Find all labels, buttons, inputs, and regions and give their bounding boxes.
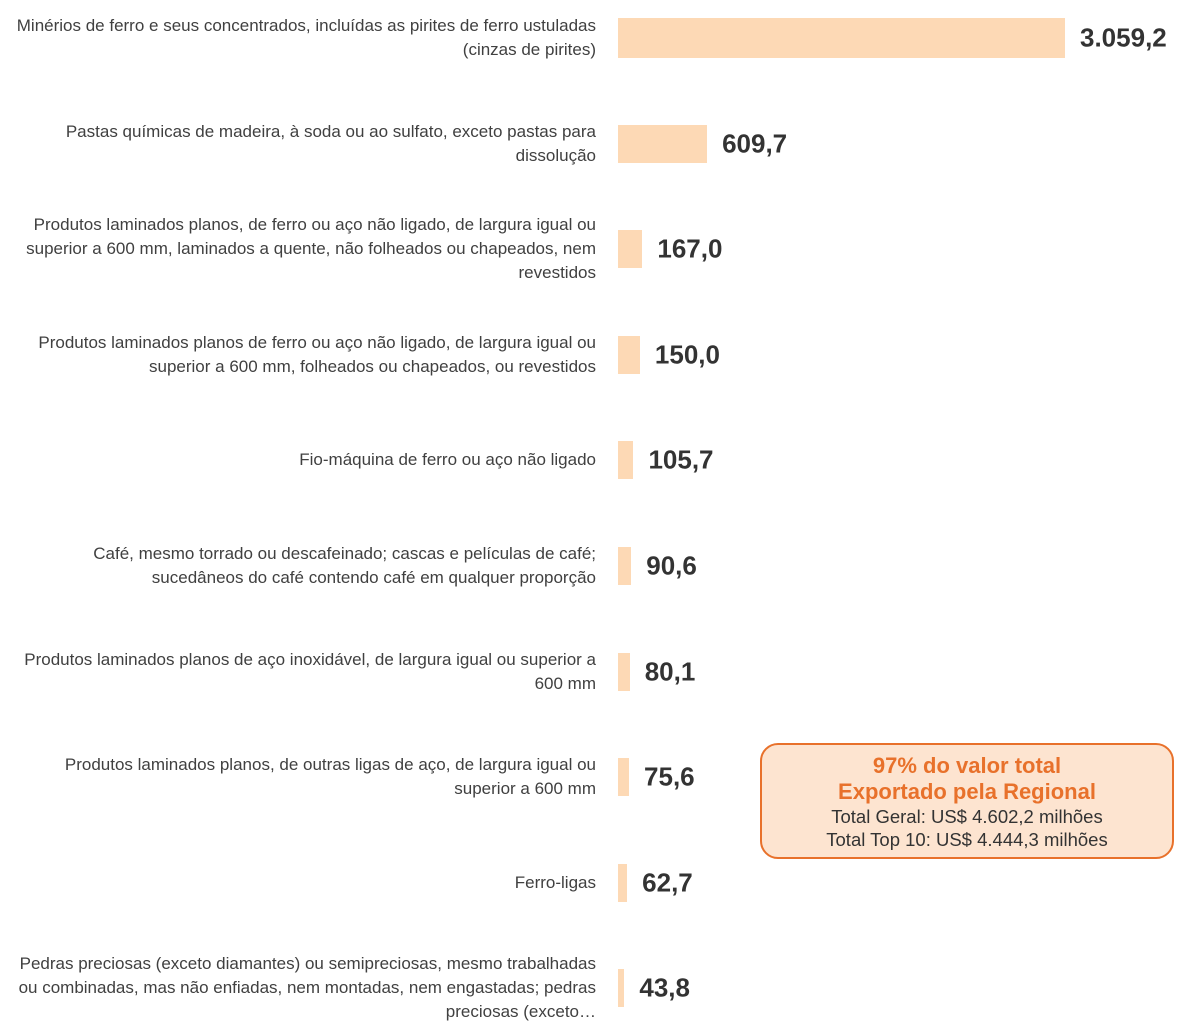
category-label: Produtos laminados planos de aço inoxidá… xyxy=(24,649,596,693)
value-label: 43,8 xyxy=(639,972,690,1003)
bar xyxy=(618,547,632,585)
bar xyxy=(618,652,630,691)
bar xyxy=(618,335,640,374)
value-label: 167,0 xyxy=(657,233,723,264)
value-label: 90,6 xyxy=(646,550,697,581)
bar xyxy=(618,969,625,1008)
value-label: 105,7 xyxy=(648,444,714,475)
category-label: Café, mesmo torrado ou descafeinado; cas… xyxy=(93,544,596,587)
bar xyxy=(618,758,630,797)
category-label: Minérios de ferro e seus concentrados, i… xyxy=(16,16,596,59)
category-label: Fio-máquina de ferro ou aço não ligado xyxy=(299,450,596,470)
annotation-detail: Total Top 10: US$ 4.444,3 milhões xyxy=(826,829,1108,850)
category-label: Pastas químicas de madeira, à soda ou ao… xyxy=(65,121,596,165)
value-label: 62,7 xyxy=(642,867,693,898)
value-label: 150,0 xyxy=(654,339,720,370)
bar xyxy=(618,230,643,269)
annotation-headline: 97% do valor total xyxy=(872,753,1062,778)
value-label: 609,7 xyxy=(722,128,788,159)
bar xyxy=(618,441,634,480)
value-label: 3.059,2 xyxy=(1080,22,1167,53)
bar xyxy=(618,124,708,163)
bar xyxy=(618,18,1065,58)
category-label: Produtos laminados planos, de ferro ou a… xyxy=(26,215,596,283)
annotation-box: 97% do valor total Exportado pela Region… xyxy=(760,743,1174,859)
bar xyxy=(618,863,628,902)
value-label: 75,6 xyxy=(644,761,695,792)
annotation-detail: Total Geral: US$ 4.602,2 milhões xyxy=(831,806,1103,827)
category-label: Ferro-ligas xyxy=(514,872,596,892)
category-label: Pedras preciosas (exceto diamantes) ou s… xyxy=(18,954,596,1022)
annotation-headline: Exportado pela Regional xyxy=(838,779,1096,804)
category-label: Produtos laminados planos, de outras lig… xyxy=(64,755,596,799)
value-label: 80,1 xyxy=(644,656,696,687)
category-label: Produtos laminados planos de ferro ou aç… xyxy=(38,332,596,376)
